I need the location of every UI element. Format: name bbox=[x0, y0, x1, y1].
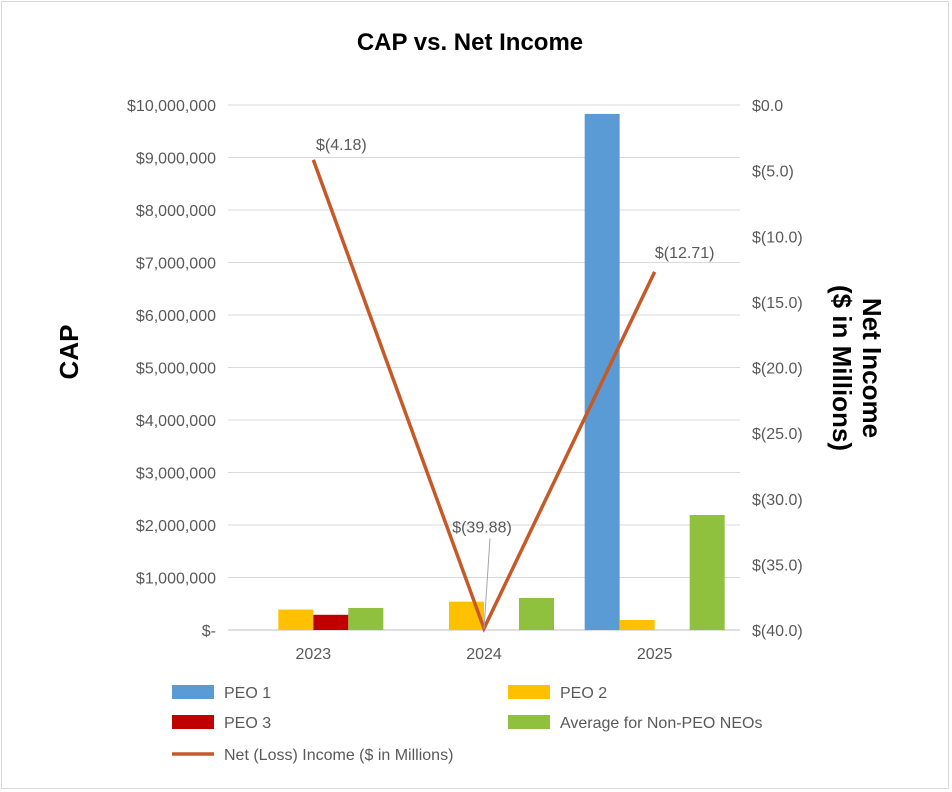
left-tick-label: $6,000,000 bbox=[136, 308, 216, 325]
x-tick-label: 2023 bbox=[296, 646, 332, 663]
x-axis-ticks: 2023 2024 2025 bbox=[296, 646, 673, 663]
bar-average-for-non-peo-neos-2024 bbox=[519, 597, 554, 630]
left-tick-label: $2,000,000 bbox=[136, 518, 216, 535]
right-tick-label: $0.0 bbox=[752, 98, 783, 115]
right-tick-label: $(40.0) bbox=[752, 623, 803, 640]
right-tick-label: $(10.0) bbox=[752, 229, 803, 246]
right-tick-label: $(30.0) bbox=[752, 492, 803, 509]
right-axis-ticks: $0.0 $(5.0) $(10.0) $(15.0) $(20.0) $(25.0) $(… bbox=[752, 98, 803, 640]
bar-average-for-non-peo-neos-2023 bbox=[348, 607, 384, 630]
legend-label-peo-1: PEO 1 bbox=[224, 685, 271, 702]
right-axis-title-line-2: ($ in Millions) bbox=[827, 285, 857, 451]
right-tick-label: $(25.0) bbox=[752, 426, 803, 443]
left-tick-label: $3,000,000 bbox=[136, 466, 216, 483]
left-tick-label: $- bbox=[202, 623, 216, 640]
legend-label-peo-3: PEO 3 bbox=[224, 715, 271, 732]
left-tick-label: $5,000,000 bbox=[136, 361, 216, 378]
legend-swatch-peo-3 bbox=[172, 715, 214, 729]
bar-peo-2-2025 bbox=[619, 620, 655, 630]
legend-swatch-peo-2 bbox=[508, 685, 550, 699]
gridlines bbox=[228, 104, 740, 631]
legend-label-average-for-non-peo-neos: Average for Non-PEO NEOs bbox=[560, 715, 762, 732]
left-tick-label: $9,000,000 bbox=[136, 151, 216, 168]
bars bbox=[278, 113, 725, 631]
bar-peo-1-2025 bbox=[584, 113, 620, 631]
left-tick-label: $4,000,000 bbox=[136, 413, 216, 430]
bar-peo-2-2023 bbox=[278, 609, 314, 630]
right-tick-label: $(5.0) bbox=[752, 164, 794, 181]
left-tick-label: $7,000,000 bbox=[136, 256, 216, 273]
net-income-data-label: $(4.18) bbox=[316, 137, 367, 154]
left-tick-label: $1,000,000 bbox=[136, 571, 216, 588]
right-tick-label: $(35.0) bbox=[752, 557, 803, 574]
left-axis-ticks: $- $1,000,000 $2,000,000 $3,000,000 $4,000,0… bbox=[127, 98, 216, 640]
x-tick-label: 2024 bbox=[466, 646, 502, 663]
right-tick-label: $(20.0) bbox=[752, 361, 803, 378]
net-income-data-label: $(12.71) bbox=[655, 245, 715, 262]
right-tick-label: $(15.0) bbox=[752, 295, 803, 312]
bar-average-for-non-peo-neos-2025 bbox=[689, 515, 725, 630]
bar-peo-3-2023 bbox=[313, 614, 349, 630]
left-tick-label: $10,000,000 bbox=[127, 98, 216, 115]
legend-label-net-loss-income-in-millions: Net (Loss) Income ($ in Millions) bbox=[224, 747, 453, 764]
x-tick-label: 2025 bbox=[637, 646, 673, 663]
data-labels: $(4.18) $(39.88) $(12.71) bbox=[316, 137, 714, 629]
right-axis-title-line-1: Net Income bbox=[857, 298, 887, 438]
chart-title: CAP vs. Net Income bbox=[357, 29, 583, 56]
data-label-leader-line bbox=[483, 538, 491, 629]
legend-label-peo-2: PEO 2 bbox=[560, 685, 607, 702]
left-axis-title: CAP bbox=[54, 325, 84, 380]
legend: PEO 1 PEO 2 PEO 3 Average for Non-PEO NEOs N… bbox=[172, 685, 762, 764]
legend-swatch-peo-1 bbox=[172, 685, 214, 699]
left-tick-label: $8,000,000 bbox=[136, 203, 216, 220]
legend-swatch-average-for-non-peo-neos bbox=[508, 715, 550, 729]
net-income-data-label: $(39.88) bbox=[452, 519, 512, 536]
